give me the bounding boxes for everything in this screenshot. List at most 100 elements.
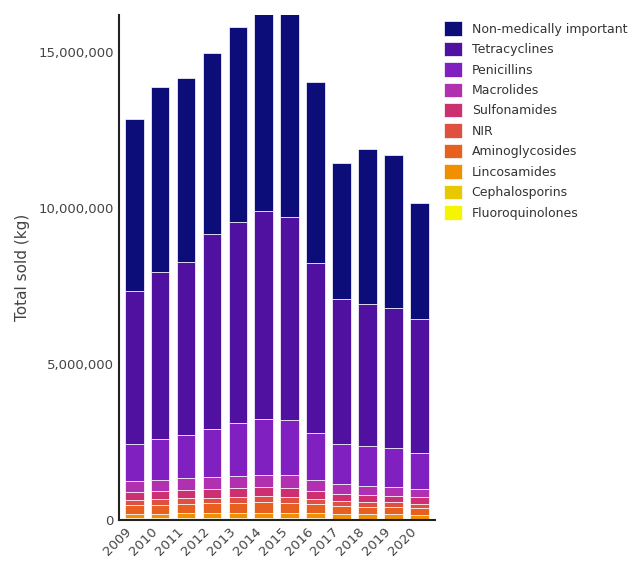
Bar (358, 495, 377, 502)
Bar (151, 87, 169, 272)
Bar (358, 148, 377, 304)
Bar (203, 234, 222, 429)
Bar (176, 478, 195, 490)
Bar (332, 506, 351, 514)
Bar (384, 515, 402, 519)
Bar (203, 513, 222, 518)
Bar (410, 489, 428, 497)
Bar (332, 519, 351, 520)
Bar (410, 319, 428, 453)
Bar (254, 503, 273, 513)
Bar (254, 418, 273, 474)
Bar (307, 513, 325, 519)
Bar (280, 488, 299, 497)
Bar (176, 262, 195, 435)
Bar (307, 519, 325, 520)
Bar (125, 500, 144, 505)
Bar (410, 453, 428, 489)
Bar (203, 53, 222, 234)
Bar (229, 423, 247, 476)
Bar (384, 486, 402, 496)
Bar (229, 518, 247, 520)
Bar (151, 439, 169, 480)
Bar (203, 498, 222, 504)
Bar (280, 513, 299, 518)
Bar (358, 446, 377, 486)
Bar (203, 489, 222, 498)
Bar (151, 491, 169, 499)
Bar (307, 433, 325, 480)
Bar (125, 444, 144, 481)
Bar (280, 0, 299, 217)
Bar (151, 519, 169, 520)
Bar (176, 499, 195, 504)
Bar (384, 496, 402, 503)
Bar (332, 514, 351, 519)
Legend: Non-medically important, Tetracyclines, Penicillins, Macrolides, Sulfonamides, N: Non-medically important, Tetracyclines, … (444, 21, 627, 219)
Bar (280, 497, 299, 503)
Bar (410, 515, 428, 519)
Bar (358, 502, 377, 507)
Bar (280, 217, 299, 420)
Bar (229, 476, 247, 488)
Bar (254, 488, 273, 496)
Bar (125, 481, 144, 492)
Bar (151, 480, 169, 491)
Bar (280, 503, 299, 513)
Bar (307, 480, 325, 491)
Bar (307, 499, 325, 504)
Bar (151, 513, 169, 519)
Bar (203, 477, 222, 489)
Bar (358, 486, 377, 495)
Bar (151, 272, 169, 439)
Bar (332, 163, 351, 299)
Bar (332, 444, 351, 484)
Bar (280, 420, 299, 476)
Bar (358, 304, 377, 446)
Bar (332, 484, 351, 494)
Bar (229, 497, 247, 503)
Bar (358, 519, 377, 520)
Bar (203, 504, 222, 513)
Bar (358, 507, 377, 515)
Bar (125, 519, 144, 520)
Bar (125, 119, 144, 291)
Bar (229, 222, 247, 423)
Bar (203, 518, 222, 520)
Bar (203, 429, 222, 477)
Bar (384, 308, 402, 448)
Bar (307, 504, 325, 513)
Bar (410, 497, 428, 504)
Bar (332, 501, 351, 506)
Bar (410, 504, 428, 508)
Y-axis label: Total sold (kg): Total sold (kg) (15, 214, 30, 321)
Bar (125, 492, 144, 500)
Bar (229, 27, 247, 222)
Bar (125, 514, 144, 519)
Bar (151, 504, 169, 513)
Bar (176, 504, 195, 513)
Bar (384, 519, 402, 520)
Bar (307, 263, 325, 433)
Bar (176, 513, 195, 519)
Bar (254, 9, 273, 211)
Bar (307, 491, 325, 499)
Bar (307, 83, 325, 263)
Bar (280, 476, 299, 488)
Bar (410, 519, 428, 520)
Bar (254, 513, 273, 518)
Bar (280, 518, 299, 520)
Bar (176, 435, 195, 478)
Bar (229, 513, 247, 518)
Bar (410, 203, 428, 319)
Bar (176, 519, 195, 520)
Bar (254, 211, 273, 418)
Bar (229, 488, 247, 497)
Bar (358, 515, 377, 519)
Bar (125, 505, 144, 514)
Bar (254, 496, 273, 503)
Bar (384, 503, 402, 507)
Bar (229, 503, 247, 513)
Bar (410, 508, 428, 515)
Bar (176, 490, 195, 499)
